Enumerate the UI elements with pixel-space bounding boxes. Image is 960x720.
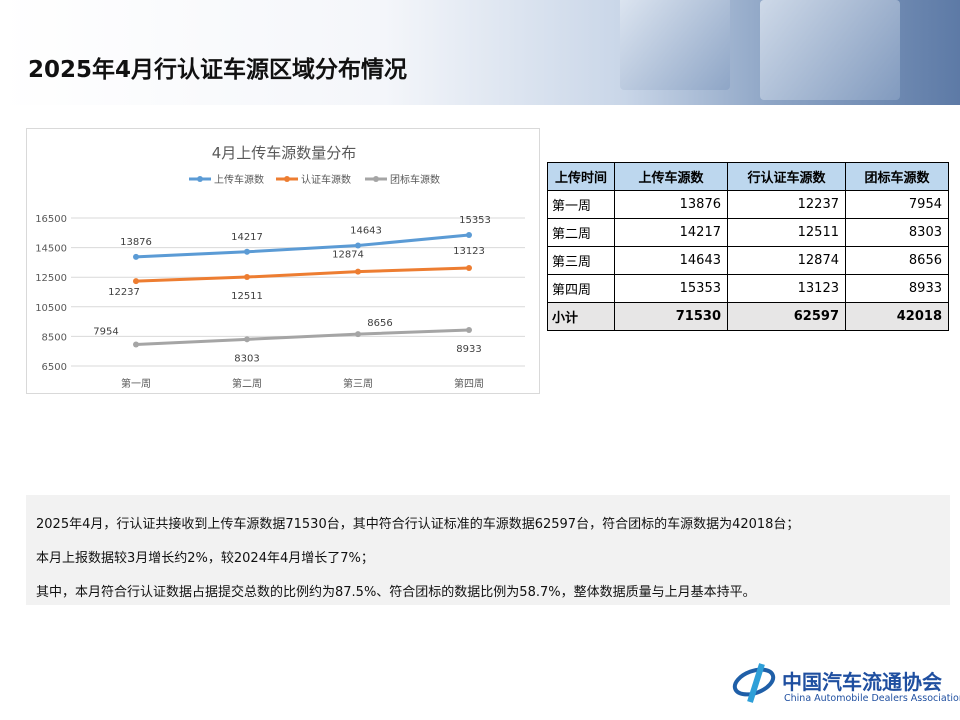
- chart-title: 4月上传车源数量分布: [212, 144, 357, 162]
- data-point: [466, 231, 472, 238]
- cell: 13876: [614, 190, 728, 219]
- cell: 12874: [727, 246, 846, 275]
- data-point: [244, 248, 250, 255]
- page-title: 2025年4月行认证车源区域分布情况: [28, 57, 408, 83]
- logo-en: China Automobile Dealers Association: [784, 693, 960, 704]
- data-label: 14217: [231, 232, 263, 243]
- col-header: 团标车源数: [845, 162, 949, 191]
- data-label: 14643: [350, 225, 382, 236]
- data-label: 13876: [120, 237, 152, 248]
- y-tick-label: 14500: [35, 244, 67, 255]
- data-label: 8933: [456, 344, 481, 355]
- cell: 第二周: [547, 218, 615, 247]
- note-line: 本月上报数据较3月增长约2%，较2024年4月增长了7%；: [36, 551, 374, 566]
- logo-cn: 中国汽车流通协会: [782, 670, 942, 694]
- cell: 42018: [845, 302, 949, 331]
- legend-marker: [373, 176, 379, 182]
- table-row: 第一周 13876 12237 7954: [547, 190, 949, 219]
- cell: 第一周: [547, 190, 615, 219]
- series-line: [135, 328, 470, 346]
- table-header: 上传时间 上传车源数 行认证车源数 团标车源数: [547, 162, 949, 191]
- y-tick-label: 8500: [42, 332, 67, 343]
- cell: 8656: [845, 246, 949, 275]
- cell: 12237: [727, 190, 846, 219]
- data-label: 8303: [234, 353, 259, 364]
- cell: 62597: [727, 302, 846, 331]
- y-tick-label: 16500: [35, 214, 67, 225]
- x-tick-label: 第四周: [454, 377, 484, 390]
- cell: 小计: [547, 302, 615, 331]
- table-row: 第四周 15353 13123 8933: [547, 274, 949, 303]
- legend-label: 团标车源数: [390, 173, 440, 186]
- legend-marker: [284, 176, 290, 182]
- cell: 14217: [614, 218, 728, 247]
- cell: 8933: [845, 274, 949, 303]
- cell: 7954: [845, 190, 949, 219]
- data-point: [466, 326, 472, 333]
- table-total-row: 小计 71530 62597 42018: [547, 302, 949, 331]
- table-row: 第二周 14217 12511 8303: [547, 218, 949, 247]
- cell: 第四周: [547, 274, 615, 303]
- data-point: [244, 336, 250, 343]
- series-line: [135, 233, 470, 259]
- legend-marker: [197, 176, 203, 182]
- cell: 14643: [614, 246, 728, 275]
- data-point: [133, 278, 139, 285]
- data-point: [355, 331, 361, 338]
- col-header: 行认证车源数: [727, 162, 846, 191]
- data-label: 7954: [93, 326, 118, 337]
- data-label: 13123: [453, 246, 485, 257]
- cell: 15353: [614, 274, 728, 303]
- cada-logo: 中国汽车流通协会 China Automobile Dealers Associ…: [732, 660, 960, 710]
- cada-logo-mark: [732, 663, 776, 703]
- y-tick-label: 6500: [42, 362, 67, 373]
- series-line: [135, 266, 470, 283]
- data-label: 15353: [459, 215, 491, 226]
- legend-label: 上传车源数: [214, 173, 264, 186]
- cell: 71530: [614, 302, 728, 331]
- data-point: [466, 264, 472, 271]
- table-row: 第三周 14643 12874 8656: [547, 246, 949, 275]
- note-line: 2025年4月，行认证共接收到上传车源数据71530台，其中符合行认证标准的车源…: [36, 517, 800, 532]
- cell: 8303: [845, 218, 949, 247]
- data-label: 12874: [332, 250, 364, 261]
- data-point: [355, 242, 361, 249]
- data-label: 12511: [231, 291, 263, 302]
- x-tick-label: 第一周: [121, 377, 151, 390]
- col-header: 上传时间: [547, 162, 615, 191]
- data-label: 12237: [108, 287, 140, 298]
- cell: 13123: [727, 274, 846, 303]
- legend-label: 认证车源数: [301, 173, 351, 186]
- note-line: 其中，本月符合行认证数据占据提交总数的比例约为87.5%、符合团标的数据比例为5…: [36, 585, 756, 600]
- x-tick-label: 第二周: [232, 377, 262, 390]
- data-point: [244, 274, 250, 281]
- y-tick-label: 10500: [35, 303, 67, 314]
- data-label: 8656: [367, 318, 392, 329]
- line-chart: 4月上传车源数量分布上传车源数 认证车源数 团标车源数 6500 8500 10500 12…: [26, 128, 540, 394]
- data-point: [133, 341, 139, 348]
- header-banner: [0, 0, 960, 105]
- data-point: [133, 253, 139, 260]
- col-header: 上传车源数: [614, 162, 728, 191]
- summary-notes: 2025年4月，行认证共接收到上传车源数据71530台，其中符合行认证标准的车源…: [26, 495, 950, 605]
- data-table: 上传时间 上传车源数 行认证车源数 团标车源数 第一周 13876 12237 795…: [547, 162, 949, 331]
- y-tick-label: 12500: [35, 273, 67, 284]
- data-point: [355, 268, 361, 275]
- cell: 第三周: [547, 246, 615, 275]
- cell: 12511: [727, 218, 846, 247]
- x-tick-label: 第三周: [343, 377, 373, 390]
